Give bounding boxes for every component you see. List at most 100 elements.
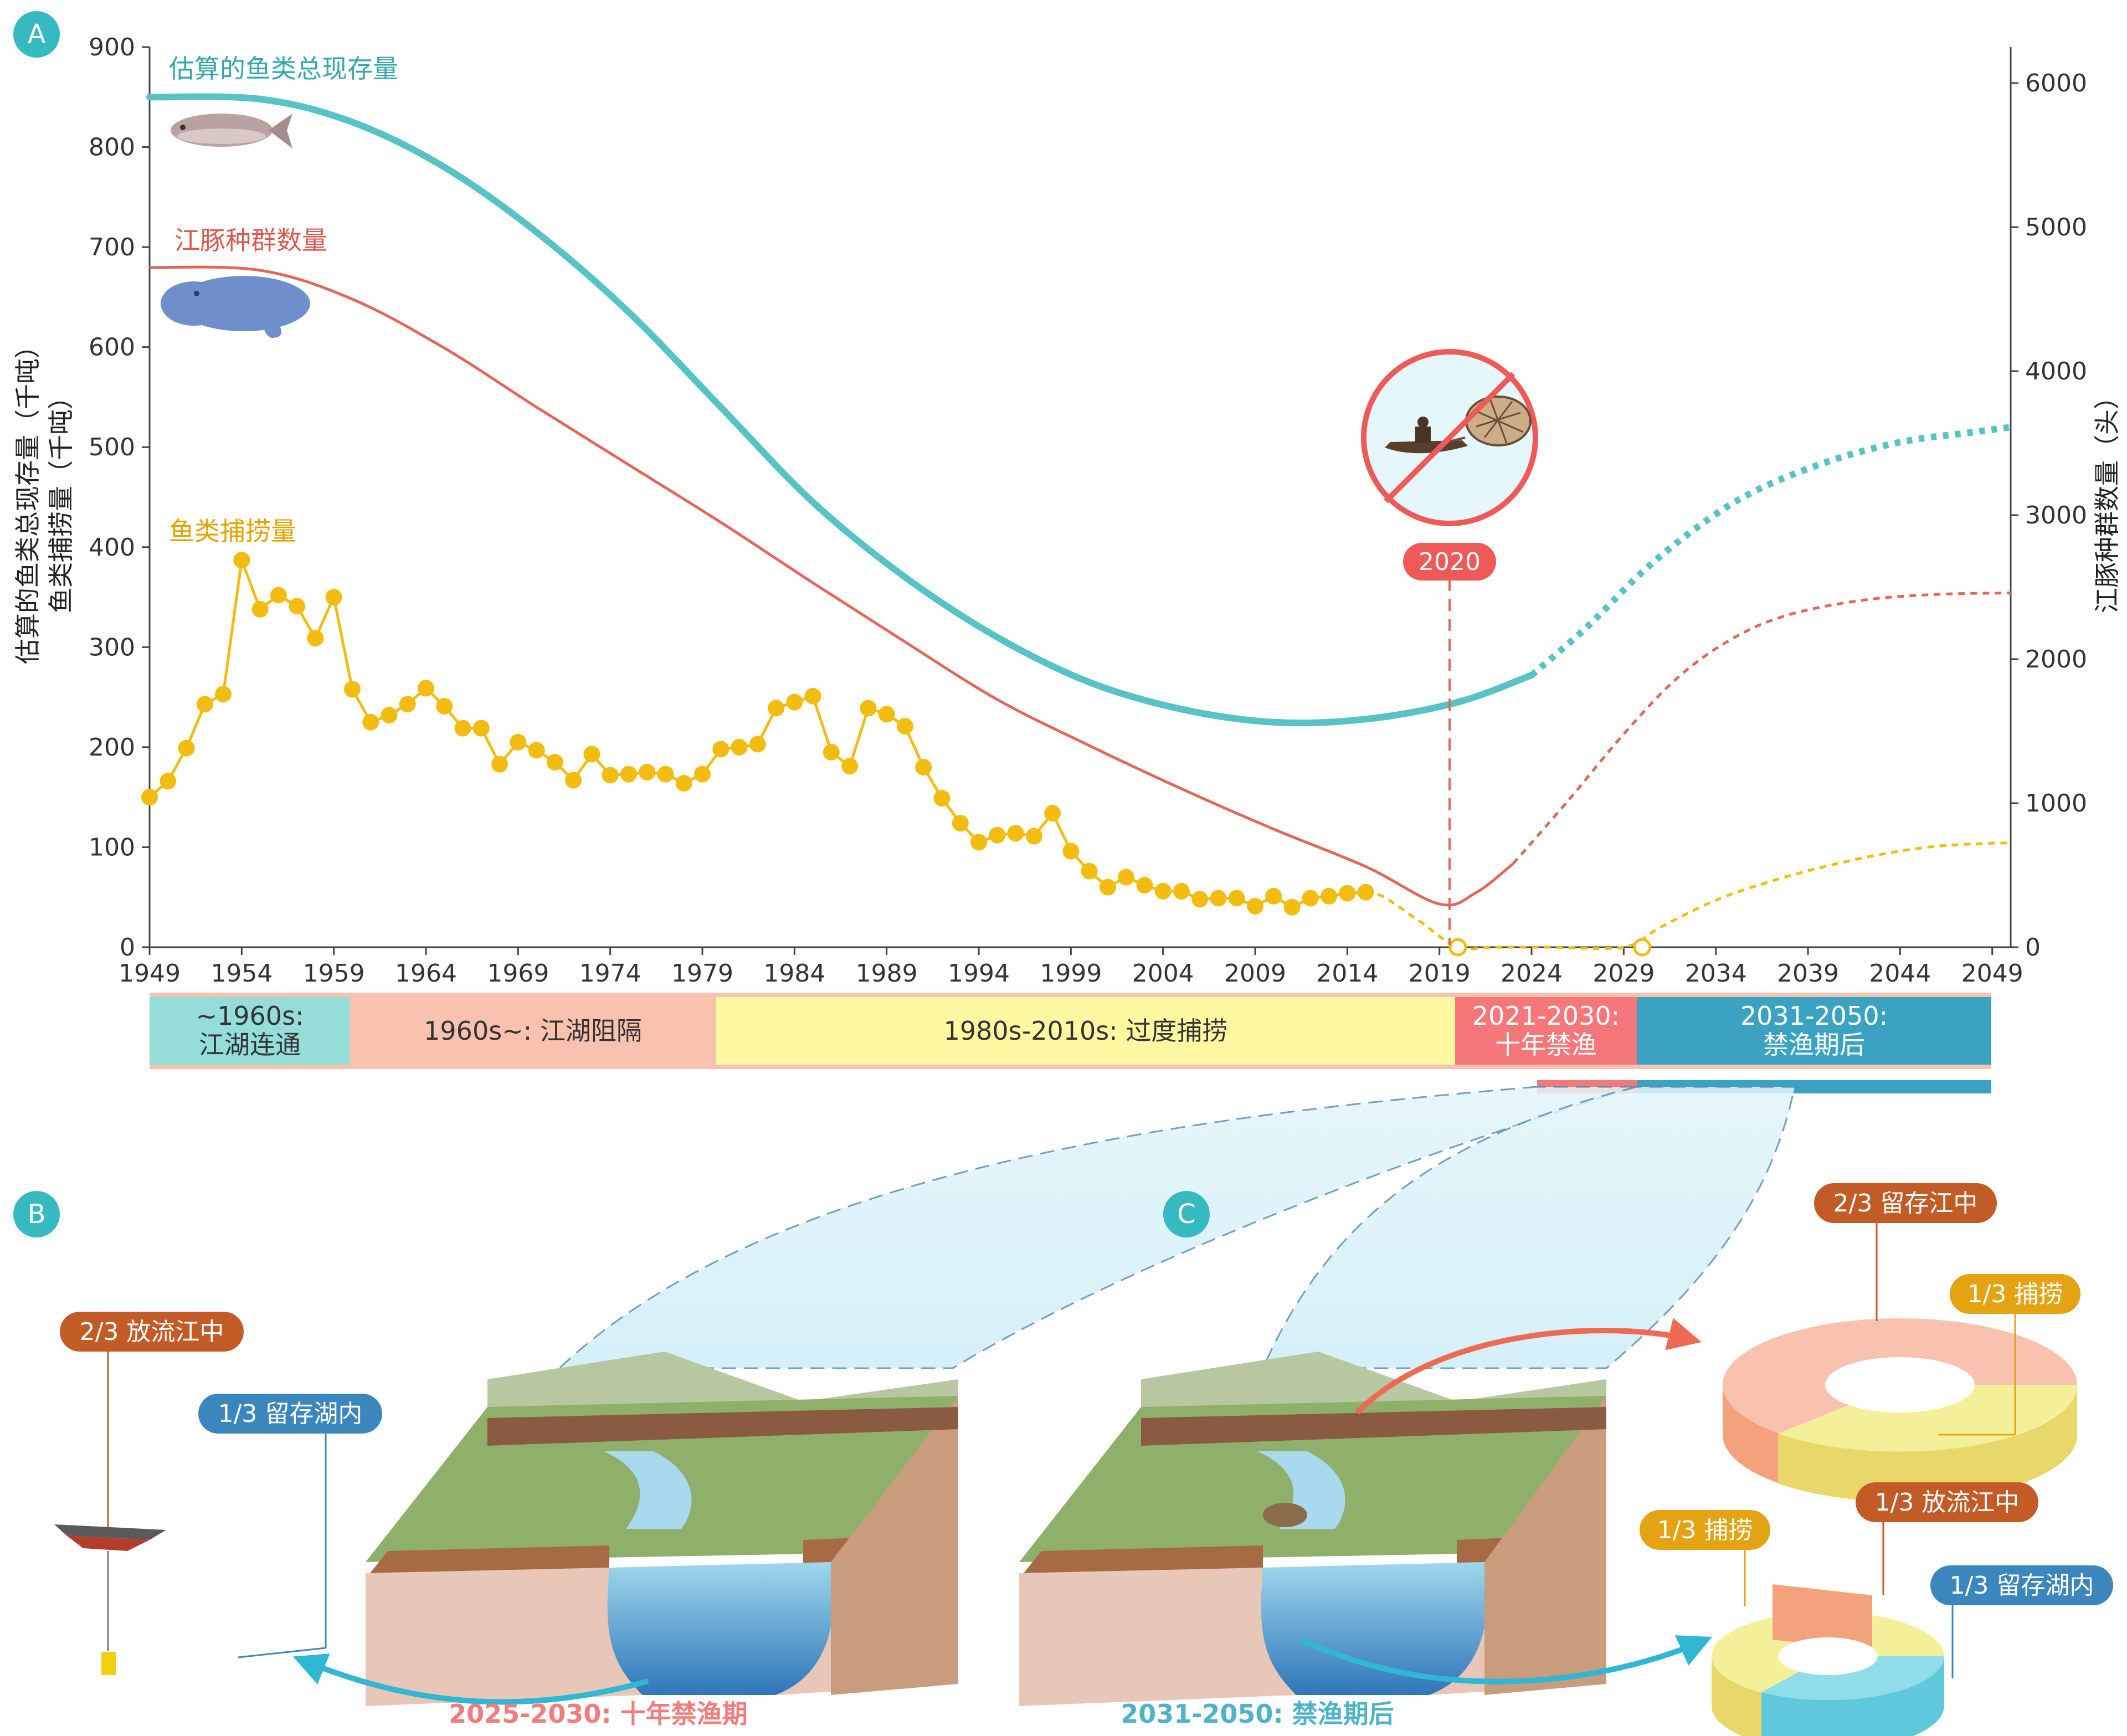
y-right-tick-label: 2000	[2025, 645, 2087, 674]
catch-point	[1302, 890, 1319, 907]
era-ten-year-ban	[1455, 997, 1637, 1065]
catch-point	[1339, 885, 1356, 902]
era-3-label: 1980s-2010s: 过度捕捞	[944, 1016, 1228, 1046]
catch-point	[1118, 869, 1135, 886]
x-tick-label: 2049	[1961, 959, 2023, 988]
catch-point	[620, 766, 637, 783]
catch-point	[1099, 879, 1116, 896]
catch-point	[786, 694, 803, 711]
y-right-label: 江豚种群数量（头）	[2092, 384, 2122, 613]
catch-point	[1173, 882, 1190, 900]
panel-c-badge	[1163, 1191, 1210, 1237]
fish-release-device-icon	[54, 1524, 166, 1675]
ban-year-badge	[1403, 543, 1496, 581]
x-tick-label: 1994	[948, 959, 1010, 988]
catch-point	[878, 706, 895, 723]
catch-point	[989, 826, 1006, 844]
caption-b: 2025-2030: 十年禁渔期	[449, 1699, 748, 1729]
tag-release-river-c	[1856, 1482, 2038, 1522]
era-2-label: 1960s~: 江湖阻隔	[424, 1016, 642, 1046]
catch-point	[970, 834, 988, 851]
x-tick-label: 1984	[763, 959, 825, 988]
panel-a-badge	[13, 11, 60, 58]
porpoise-icon	[161, 276, 310, 338]
catch-point	[1283, 898, 1301, 916]
flow-arrow-c-red	[1355, 1318, 1702, 1415]
era-post-ban	[1637, 997, 1991, 1065]
y-left-tick-label: 600	[89, 333, 135, 362]
era-1-label2: 江湖连通	[199, 1030, 301, 1060]
catch-point	[215, 686, 232, 703]
catch-point	[841, 758, 859, 775]
catch-point	[160, 773, 177, 790]
era-5-label: 2031-2050:	[1740, 1001, 1888, 1031]
y-left-tick-label: 200	[89, 733, 135, 762]
axis-ticks: 1949 1954 1959 1964 1969 1974 1979 1984 1989 1994…	[89, 33, 2087, 988]
tag-release-river-text: 2/3 放流江中	[80, 1318, 224, 1346]
catch-point	[251, 600, 269, 618]
catch-point	[233, 552, 250, 569]
era-connected	[150, 997, 350, 1065]
catch-point	[1007, 825, 1024, 842]
y-left-tick-label: 100	[89, 833, 135, 861]
catch-point	[565, 772, 582, 789]
catch-point	[472, 720, 490, 737]
catch-point	[1136, 877, 1153, 894]
catch-point	[731, 738, 748, 756]
catch-point	[657, 766, 674, 783]
catch-point	[289, 598, 306, 615]
catch-point	[307, 630, 324, 647]
fishing-ban-2020-marker: 2020	[1361, 349, 1538, 945]
catch-point	[675, 774, 692, 792]
fish-stock-line	[146, 93, 1535, 727]
zoom-cone-b	[557, 1086, 1637, 1369]
y-left-tick-label: 900	[89, 33, 135, 61]
x-tick-label: 2024	[1501, 959, 1563, 988]
fish-stock-label: 估算的鱼类总现存量	[169, 54, 398, 84]
catch-point	[178, 739, 195, 757]
y-right-tick-label: 6000	[2025, 69, 2087, 97]
era-overfishing	[716, 997, 1455, 1065]
catch-point	[712, 741, 729, 758]
caption-c: 2031-2050: 禁渔期后	[1121, 1699, 1394, 1729]
catch-point	[362, 713, 379, 731]
y-right-tick-label: 5000	[2025, 213, 2087, 242]
catch-line	[148, 559, 1366, 909]
catch-point	[381, 707, 398, 724]
era-blocked	[350, 997, 716, 1065]
y-left-tick-label: 300	[89, 633, 135, 661]
x-tick-label: 1969	[487, 959, 549, 988]
x-tick-label: 1959	[303, 959, 365, 988]
catch-point	[399, 696, 416, 713]
porpoise-label: 江豚种群数量	[174, 225, 327, 255]
panel-c: C	[1019, 1183, 2113, 1736]
x-tick-label: 2014	[1316, 959, 1378, 988]
tag-release-river	[60, 1312, 244, 1352]
fish-stock-projection	[1529, 424, 2011, 678]
y-left-tick-label: 500	[89, 433, 135, 461]
tag-keep-lake-c	[1930, 1565, 2113, 1605]
catch-point	[141, 789, 158, 806]
x-tick-label: 2039	[1777, 959, 1839, 988]
catch-projection	[1365, 841, 2011, 951]
donut-bottom	[1712, 1584, 1944, 1736]
catch-point	[694, 766, 711, 783]
catch-point	[1321, 887, 1338, 905]
catch-point	[270, 587, 287, 604]
panel-b: B 2/3 放流江中 1/3 留存湖内	[13, 1191, 958, 1729]
catch-label: 鱼类捕捞量	[169, 516, 296, 546]
x-tick-label: 1964	[395, 959, 457, 988]
x-tick-label: 1979	[671, 959, 733, 988]
catch-point	[860, 700, 877, 717]
panel-b-badge	[13, 1191, 60, 1237]
x-tick-label: 2019	[1409, 959, 1471, 988]
panel-c-label: C	[1177, 1199, 1196, 1230]
x-tick-label: 2044	[1869, 959, 1931, 988]
catch-point	[952, 815, 969, 832]
porpoise-line	[149, 265, 1514, 907]
y-left-tick-label: 0	[120, 933, 135, 962]
x-tick-label: 2034	[1685, 959, 1747, 988]
net-icon-c	[1263, 1503, 1307, 1527]
tag-keep-river-text: 2/3 留存江中	[1833, 1189, 1978, 1218]
